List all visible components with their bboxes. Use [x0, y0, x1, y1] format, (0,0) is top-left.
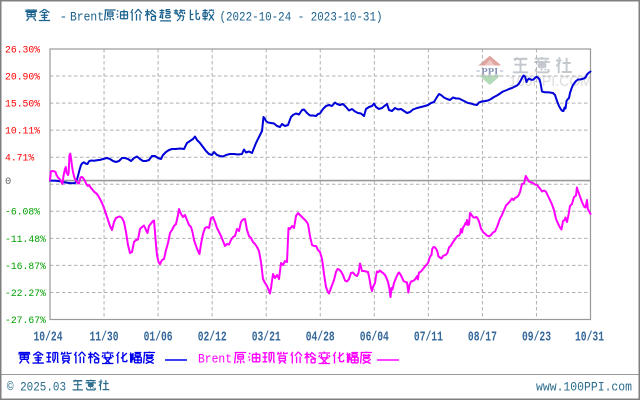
svg-text:01/06: 01/06 — [144, 331, 173, 346]
svg-text:0: 0 — [5, 176, 11, 188]
svg-text:04/28: 04/28 — [306, 331, 335, 346]
svg-text:10/31: 10/31 — [575, 331, 604, 346]
svg-text:03/21: 03/21 — [252, 331, 281, 346]
svg-text:10/24: 10/24 — [34, 331, 63, 346]
svg-text:07/11: 07/11 — [414, 331, 443, 346]
svg-text:www.100PPI.com: www.100PPI.com — [536, 380, 632, 395]
svg-text:-6.08%: -6.08% — [5, 207, 41, 219]
svg-text:26.30%: 26.30% — [5, 44, 41, 56]
svg-text:06/04: 06/04 — [360, 331, 389, 346]
svg-text:02/12: 02/12 — [198, 331, 227, 346]
svg-text:08/17: 08/17 — [468, 331, 497, 346]
svg-text:-22.27%: -22.27% — [5, 288, 47, 300]
svg-text:09/23: 09/23 — [522, 331, 551, 346]
svg-text:(2022-10-24 - 2023-10-31): (2022-10-24 - 2023-10-31) — [220, 10, 383, 25]
svg-text:15.50%: 15.50% — [5, 99, 41, 111]
svg-text:Brent: Brent — [198, 353, 232, 367]
svg-text:-: - — [60, 10, 68, 25]
svg-text:4.71%: 4.71% — [5, 153, 35, 165]
svg-text:-11.48%: -11.48% — [5, 234, 47, 246]
svg-text:20.90%: 20.90% — [5, 72, 41, 84]
svg-text:11/30: 11/30 — [90, 331, 119, 346]
svg-text:-27.67%: -27.67% — [5, 315, 47, 327]
svg-text:Brent: Brent — [70, 10, 104, 25]
svg-text:© 2025.03: © 2025.03 — [7, 380, 66, 395]
svg-text:10.11%: 10.11% — [5, 126, 41, 138]
svg-text:PPI: PPI — [481, 67, 499, 77]
svg-text:-16.87%: -16.87% — [5, 261, 47, 273]
